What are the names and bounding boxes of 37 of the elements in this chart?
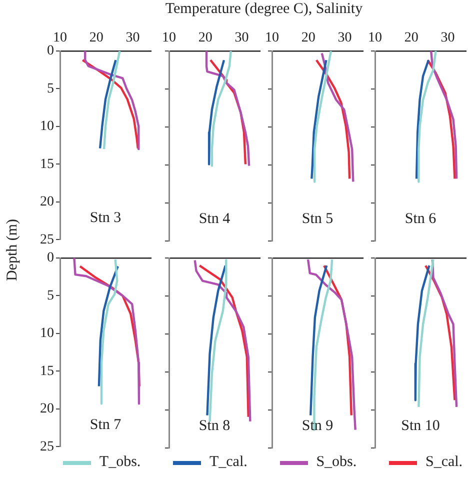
y-tick-label: 0	[47, 44, 54, 59]
y-tick-label: 10	[40, 119, 54, 134]
annotation: Stn 6	[404, 211, 437, 228]
x-tick-label: 30	[338, 30, 352, 46]
x-tick-label: 10	[368, 30, 382, 46]
x-tick-label: 20	[404, 30, 418, 46]
x-tick-label: 10	[162, 30, 176, 46]
annotation: Stn 4	[198, 211, 231, 228]
x-axis-title: Temperature (degree C), Salinity	[164, 1, 364, 18]
legend-label: T_obs.	[99, 454, 141, 471]
annotation: Stn 3	[90, 210, 122, 226]
y-tick-label: 20	[40, 194, 54, 210]
y-tick-label: 0	[47, 250, 54, 266]
annotation: Stn 10	[401, 418, 440, 434]
y-tick-label: 15	[40, 156, 54, 172]
y-tick-label: 20	[40, 402, 54, 417]
annotation: Stn 9	[302, 418, 334, 434]
y-tick-label: 5	[47, 81, 54, 96]
x-tick-label: 20	[89, 30, 104, 46]
x-tick-label: 30	[440, 30, 455, 46]
x-tick-label: 20	[301, 30, 316, 46]
annotation: Stn 7	[90, 416, 122, 433]
y-tick-label: 25	[40, 232, 54, 248]
x-tick-label: 20	[198, 30, 212, 46]
x-tick-label: 30	[126, 30, 140, 46]
y-tick-label: 10	[40, 326, 54, 342]
annotation: Stn 8	[198, 418, 230, 434]
legend-label: T_cal.	[209, 454, 248, 471]
y-tick-label: 15	[40, 364, 54, 379]
x-tick-label: 10	[265, 30, 279, 46]
x-tick-label: 30	[234, 30, 249, 46]
y-tick-label: 5	[47, 288, 54, 304]
y-axis-title: Depth (m)	[4, 218, 22, 282]
annotation: Stn 5	[302, 211, 334, 228]
y-tick-label: 25	[40, 439, 54, 454]
legend-label: S_obs.	[316, 454, 357, 471]
legend-label: S_cal.	[425, 454, 463, 471]
